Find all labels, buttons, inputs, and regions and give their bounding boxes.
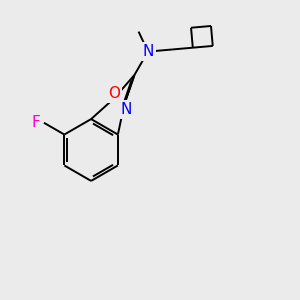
Text: N: N	[142, 44, 154, 59]
Text: O: O	[108, 85, 120, 100]
Text: F: F	[32, 115, 40, 130]
Text: N: N	[120, 102, 131, 117]
